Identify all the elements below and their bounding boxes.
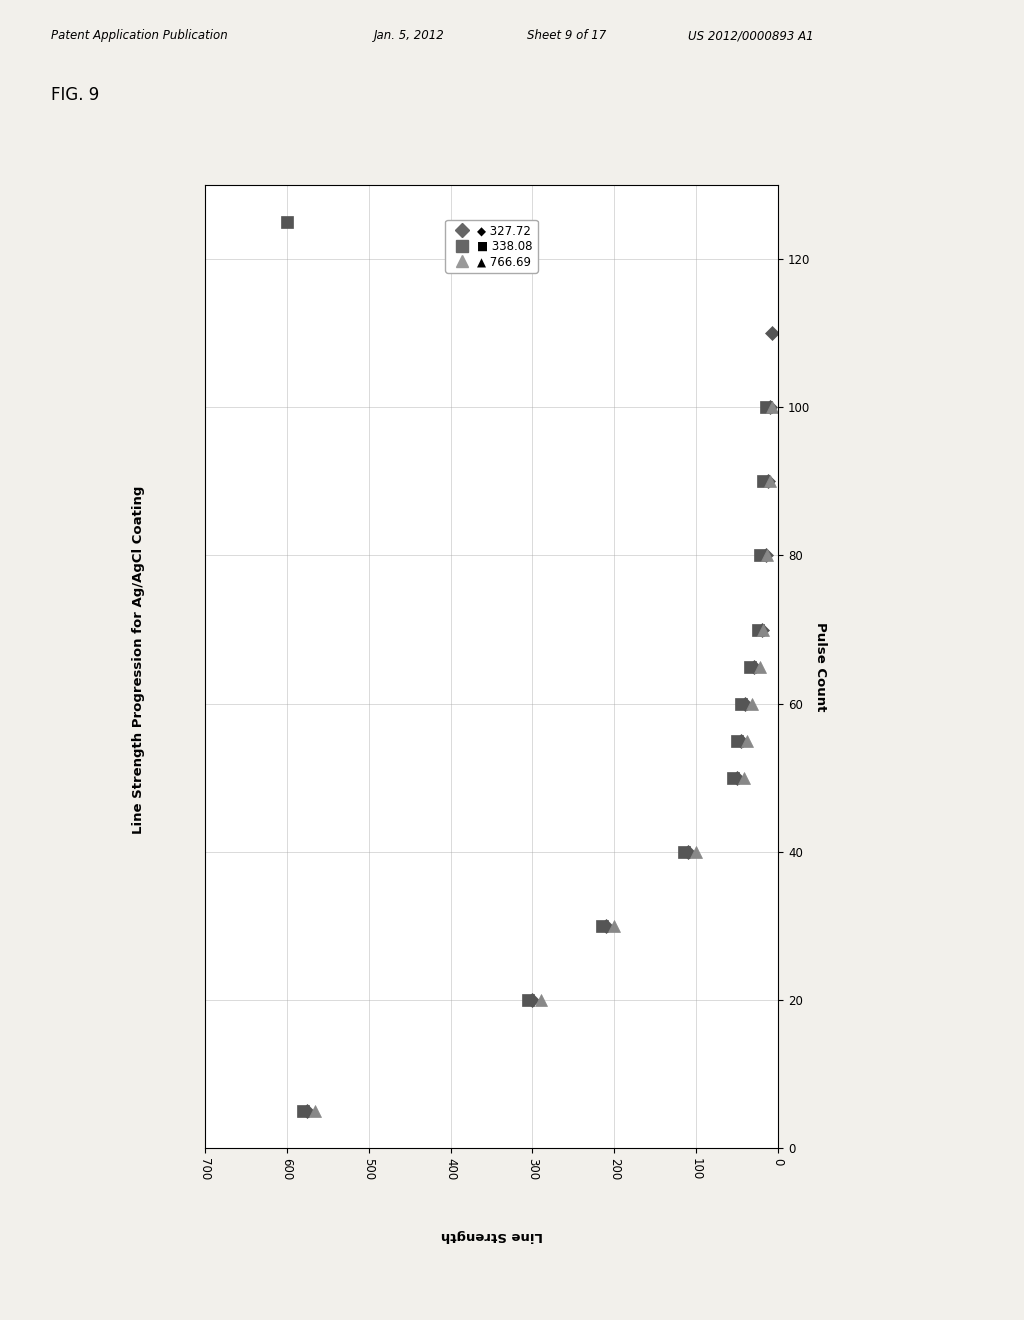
Legend: ◆ 327.72, ■ 338.08, ▲ 766.69: ◆ 327.72, ■ 338.08, ▲ 766.69 <box>445 219 538 273</box>
X-axis label: Line Strength: Line Strength <box>440 1229 543 1242</box>
Text: US 2012/0000893 A1: US 2012/0000893 A1 <box>688 29 814 42</box>
Text: Sheet 9 of 17: Sheet 9 of 17 <box>527 29 606 42</box>
Text: Jan. 5, 2012: Jan. 5, 2012 <box>374 29 444 42</box>
Text: FIG. 9: FIG. 9 <box>51 86 99 104</box>
Text: Line Strength Progression for Ag/AgCl Coating: Line Strength Progression for Ag/AgCl Co… <box>132 486 144 834</box>
Y-axis label: Pulse Count: Pulse Count <box>814 622 827 711</box>
Text: Patent Application Publication: Patent Application Publication <box>51 29 228 42</box>
